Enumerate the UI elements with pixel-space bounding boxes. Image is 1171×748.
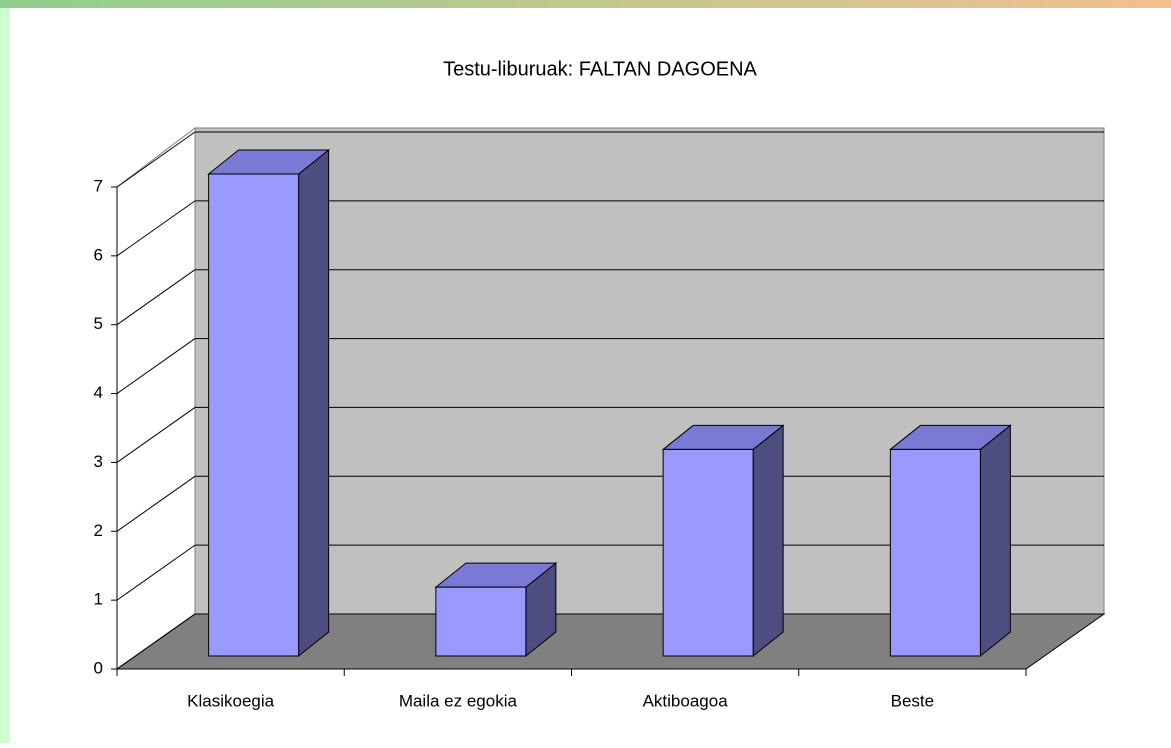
bar: [208, 173, 300, 657]
y-tick-label: 6: [94, 245, 103, 264]
x-tick-label: Maila ez egokia: [399, 691, 518, 710]
bar-side: [979, 424, 1011, 658]
grid-line: [116, 200, 196, 257]
grid-line: [116, 475, 196, 532]
chart-title: Testu-liburuak: FALTAN DAGOENA: [443, 58, 757, 80]
y-tick-label: 4: [94, 383, 103, 402]
x-tick-label: Klasikoegia: [187, 691, 274, 710]
bar-side: [298, 148, 330, 658]
grid-line: [116, 269, 196, 326]
y-tick-label: 1: [94, 590, 103, 609]
top-bar: [0, 0, 1171, 8]
grid-line: [116, 613, 196, 670]
grid-line: [116, 407, 196, 463]
bar: [435, 586, 527, 657]
x-tick-label: Aktiboagoa: [643, 691, 729, 710]
y-tick-label: 5: [94, 314, 103, 333]
y-tick-label: 3: [94, 452, 103, 471]
x-tick-label: Beste: [891, 691, 934, 710]
grid-line: [116, 131, 196, 188]
grid-line: [116, 544, 196, 601]
y-tick-label: 2: [94, 521, 103, 540]
y-tick-label: 7: [94, 176, 103, 195]
y-tick-label: 0: [94, 658, 103, 677]
bar: [889, 448, 981, 657]
bar: [662, 448, 754, 657]
bar-side: [752, 424, 784, 658]
grid-line: [116, 338, 196, 394]
